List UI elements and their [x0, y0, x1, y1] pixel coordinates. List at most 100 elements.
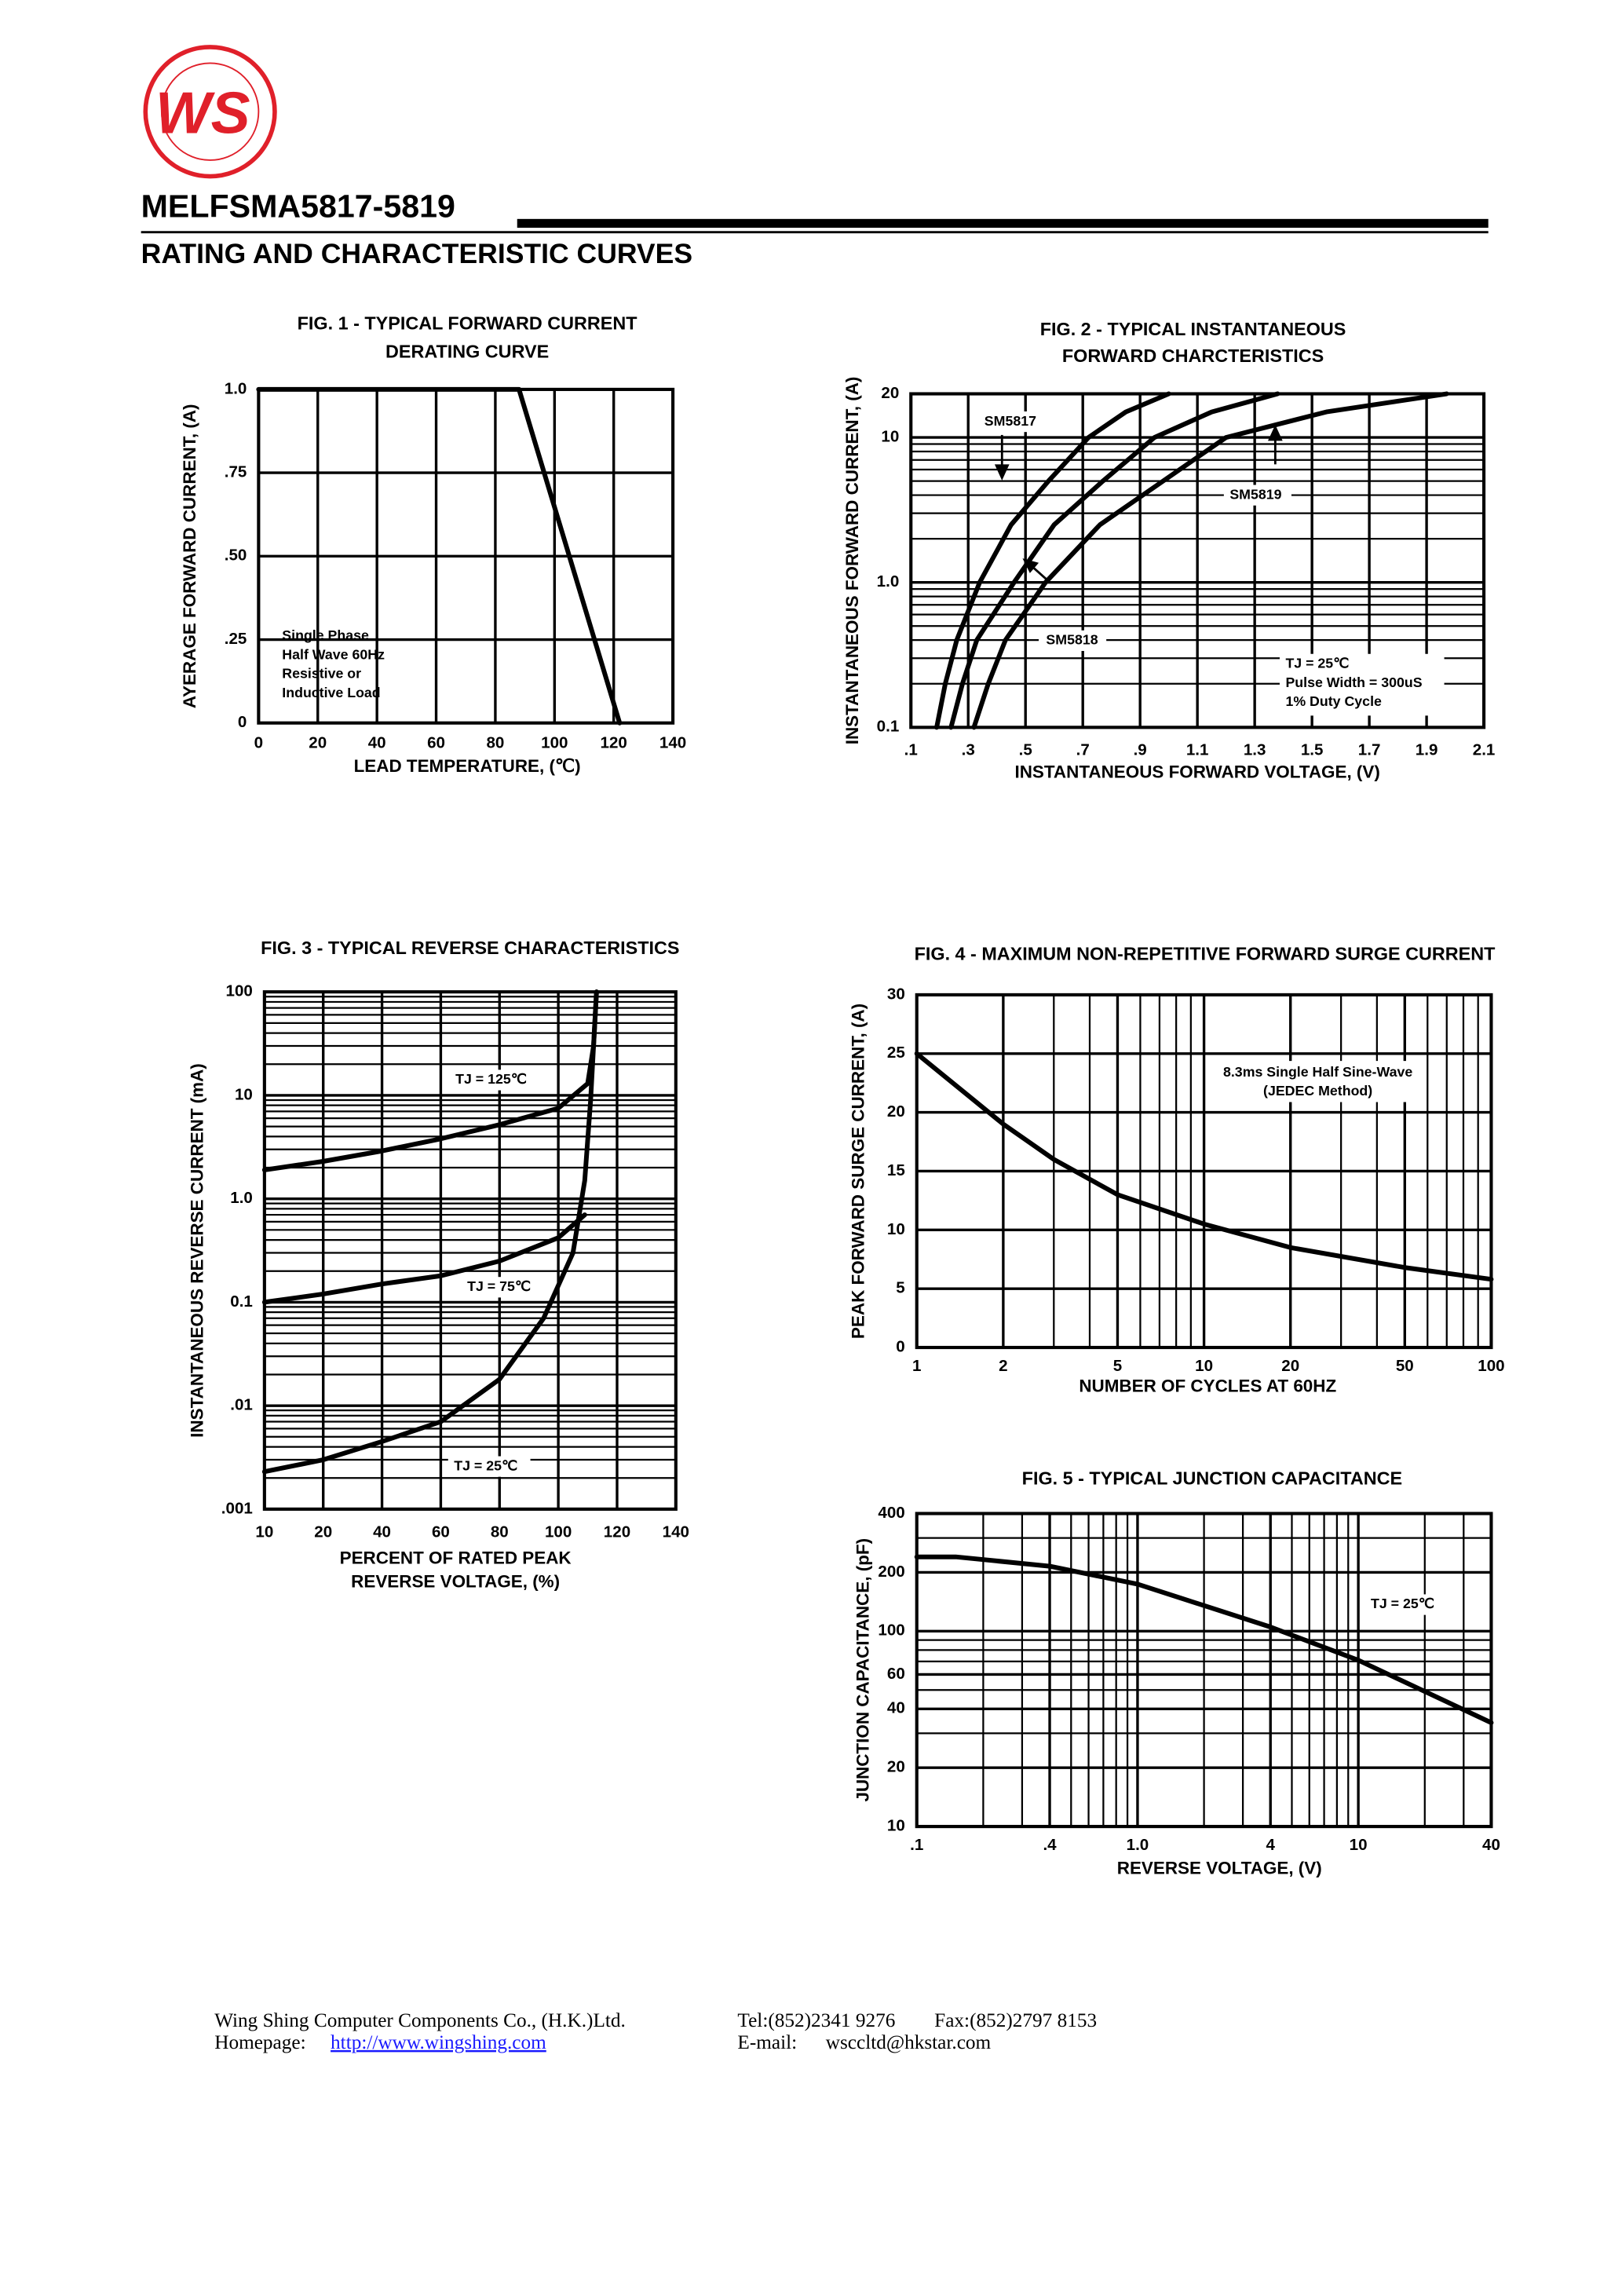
x-tick-label: 20	[309, 733, 327, 751]
series-label: SM5817	[985, 413, 1036, 429]
data-line	[934, 391, 1171, 730]
series-label: SM5819	[1229, 486, 1281, 502]
label-bg	[980, 411, 1045, 433]
email-label: E-mail:	[737, 2031, 797, 2053]
label-bg	[1213, 1061, 1423, 1102]
x-axis-label: NUMBER OF CYCLES AT 60HZ	[1079, 1377, 1336, 1396]
annotation: Resistive or	[282, 666, 361, 682]
y-tick-label: 25	[887, 1044, 905, 1062]
x-tick-label: 1.7	[1358, 741, 1381, 759]
x-tick-label: 80	[486, 733, 504, 751]
x-tick-label: 140	[659, 733, 686, 751]
x-tick-label: 60	[427, 733, 445, 751]
company: Wing Shing Computer Components Co., (H.K…	[214, 2009, 626, 2031]
y-axis-label: INSTANTANEOUS REVERSE CURRENT (mA)	[188, 1063, 207, 1438]
x-tick-label: .7	[1076, 741, 1090, 759]
x-tick-label: 1.9	[1416, 741, 1438, 759]
y-tick-label: .75	[225, 463, 247, 481]
y-axis-label: INSTANTANEOUS FORWARD CURRENT, (A)	[842, 377, 862, 745]
homepage-link[interactable]: http://www.wingshing.com	[331, 2031, 546, 2053]
chart-title: FIG. 3 - TYPICAL REVERSE CHARACTERISTICS	[261, 938, 679, 958]
x-axis-label: INSTANTANEOUS FORWARD VOLTAGE, (V)	[1014, 762, 1379, 781]
series-label: TJ = 125℃	[455, 1071, 527, 1087]
x-tick-label: 10	[1350, 1836, 1368, 1854]
data-line	[261, 989, 599, 1475]
x-tick-label: .1	[904, 741, 918, 759]
x-tick-label: 2.1	[1473, 741, 1496, 759]
x-tick-label: 4	[1266, 1836, 1276, 1854]
y-tick-label: 0	[238, 713, 247, 731]
x-axis-label: PERCENT OF RATED PEAK	[340, 1548, 572, 1567]
x-tick-label: 10	[1195, 1357, 1213, 1375]
y-tick-label: 20	[887, 1102, 905, 1121]
y-tick-label: .50	[225, 547, 247, 565]
x-axis-label: REVERSE VOLTAGE, (V)	[1117, 1858, 1322, 1877]
chart-title: FIG. 4 - MAXIMUM NON-REPETITIVE FORWARD …	[915, 944, 1496, 964]
fax: Fax:(852)2797 8153	[934, 2009, 1097, 2031]
y-tick-label: 100	[878, 1621, 904, 1640]
email: wsccltd@hkstar.com	[826, 2031, 992, 2053]
x-tick-label: 100	[1478, 1357, 1504, 1375]
label-bg	[461, 1277, 544, 1298]
doc-title: MELFSMA5817-5819	[141, 188, 455, 225]
y-tick-label: 200	[878, 1563, 904, 1581]
charts: FIG. 1 - TYPICAL FORWARD CURRENT DERATING…	[180, 313, 1504, 1878]
y-tick-label: 10	[887, 1817, 905, 1835]
annotation: Half Wave 60Hz	[282, 646, 385, 662]
series-label: SM5818	[1046, 632, 1098, 648]
doc-subtitle: RATING AND CHARACTERISTIC CURVES	[141, 238, 692, 269]
header-bar	[517, 218, 1489, 229]
x-tick-label: .4	[1043, 1836, 1057, 1854]
label-bg	[448, 1456, 531, 1477]
annotation: Inductive Load	[282, 685, 380, 700]
x-tick-label: .3	[962, 741, 975, 759]
x-tick-label: 1.0	[1127, 1836, 1149, 1854]
x-tick-label: 1	[912, 1357, 921, 1375]
arrow-head	[1022, 558, 1039, 573]
annotation: 8.3ms Single Half Sine-Wave	[1223, 1064, 1412, 1080]
x-tick-label: 20	[1281, 1357, 1299, 1375]
data-line	[971, 391, 1449, 730]
arrow-head	[1267, 424, 1283, 441]
series-label: TJ = 75℃	[467, 1278, 531, 1294]
y-axis-label: JUNCTION CAPACITANCE, (pF)	[853, 1538, 872, 1802]
y-tick-label: 20	[881, 384, 899, 402]
y-tick-label: .01	[230, 1396, 253, 1414]
data-line	[256, 386, 623, 726]
y-tick-label: 40	[887, 1699, 905, 1717]
y-axis-label: AYERAGE FORWARD CURRENT, (A)	[180, 404, 199, 708]
phone: Tel:(852)2341 9276	[737, 2009, 895, 2031]
y-tick-label: 5	[896, 1279, 904, 1297]
x-tick-label: 40	[373, 1523, 391, 1541]
y-tick-label: 1.0	[877, 572, 900, 590]
chart-title: FORWARD CHARCTERISTICS	[1062, 345, 1324, 366]
y-tick-label: 10	[235, 1085, 253, 1103]
x-tick-label: 100	[545, 1523, 572, 1541]
chart-title: DERATING CURVE	[385, 341, 549, 361]
label-bg	[449, 1069, 544, 1091]
x-tick-label: 1.1	[1186, 741, 1209, 759]
series-label: TJ = 25℃	[454, 1457, 517, 1473]
y-tick-label: 30	[887, 985, 905, 1003]
x-tick-label: 40	[1482, 1836, 1500, 1854]
x-tick-label: 120	[601, 733, 627, 751]
label-bg	[1279, 653, 1445, 716]
y-tick-label: 400	[878, 1504, 904, 1522]
x-tick-label: 1.3	[1244, 741, 1266, 759]
arrow	[1032, 566, 1047, 580]
x-tick-label: 5	[1113, 1357, 1122, 1375]
y-tick-label: 0.1	[230, 1292, 253, 1311]
arrow-head	[994, 464, 1010, 481]
logo-text: WS	[155, 79, 250, 145]
y-tick-label: 20	[887, 1758, 905, 1776]
x-tick-label: 20	[314, 1523, 332, 1541]
chart-title: FIG. 1 - TYPICAL FORWARD CURRENT	[298, 313, 638, 334]
chart-title: FIG. 2 - TYPICAL INSTANTANEOUS	[1040, 319, 1346, 339]
annotation: 1% Duty Cycle	[1285, 693, 1382, 709]
x-tick-label: 100	[541, 733, 568, 751]
y-tick-label: 0.1	[877, 718, 900, 736]
x-tick-label: 40	[368, 733, 386, 751]
plot-frame	[915, 993, 1493, 1350]
